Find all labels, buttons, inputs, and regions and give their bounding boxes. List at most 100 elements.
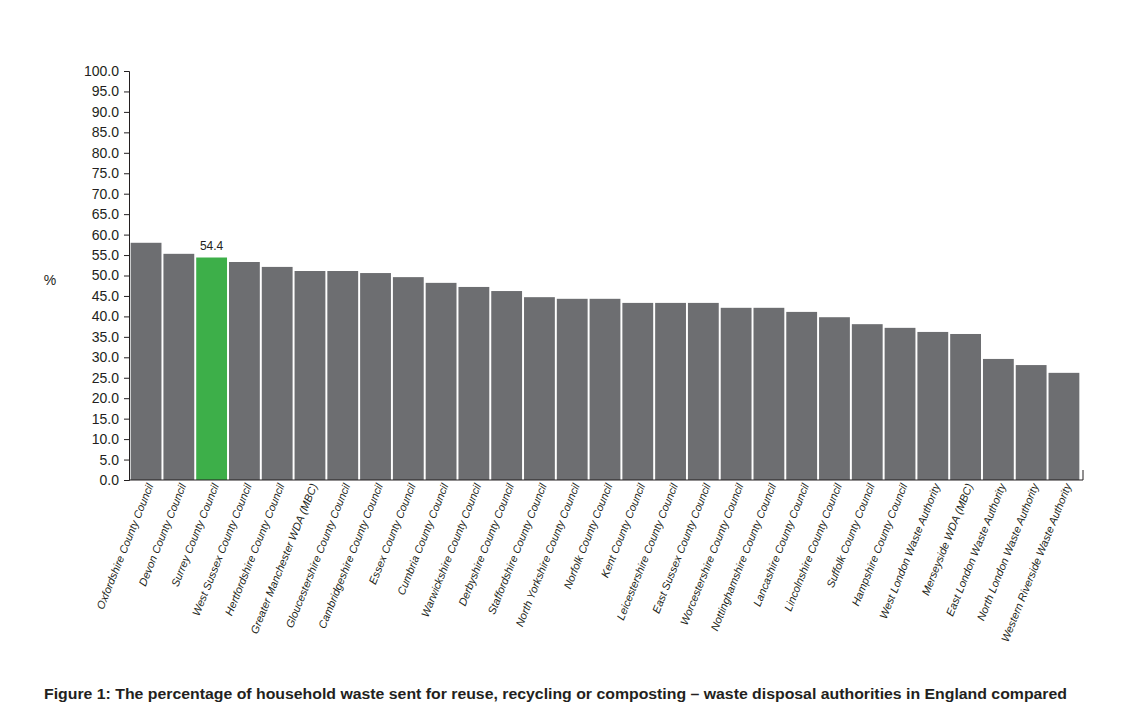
y-tick-label: 45.0 — [92, 288, 119, 304]
bar — [655, 303, 686, 480]
bar — [688, 303, 719, 480]
x-tick-label: Leicestershire County Council — [614, 481, 680, 621]
y-tick-mark — [124, 480, 129, 481]
x-tick-label: Worcestershire County Council — [678, 481, 746, 627]
x-tick: North Yorkshire County Council — [513, 480, 582, 628]
y-tick-mark — [124, 153, 129, 154]
bar — [327, 271, 358, 480]
x-tick-label: West Sussex County Council — [190, 481, 254, 617]
y-tick: 85.0 — [92, 124, 129, 140]
y-tick-mark — [124, 214, 129, 215]
bars — [131, 243, 1080, 480]
x-tick: Leicestershire County Council — [614, 480, 680, 622]
y-tick-mark — [124, 112, 129, 113]
y-tick: 60.0 — [92, 227, 129, 243]
y-tick-mark — [124, 276, 129, 277]
x-tick-label: West London Waste Authority — [877, 480, 943, 620]
y-tick-label: 60.0 — [92, 227, 119, 243]
y-tick-mark — [124, 173, 129, 174]
y-tick-label: 40.0 — [92, 308, 119, 324]
bar — [491, 291, 522, 480]
y-tick-label: 100.0 — [84, 63, 119, 79]
y-tick-label: 70.0 — [92, 186, 119, 202]
y-axis: 0.05.010.015.020.025.030.035.040.045.050… — [84, 63, 130, 488]
y-tick: 45.0 — [92, 288, 129, 304]
y-tick: 40.0 — [92, 308, 129, 324]
bar — [1049, 373, 1080, 480]
y-axis-title: % — [44, 272, 56, 288]
y-tick-label: 0.0 — [100, 472, 120, 488]
x-tick: Lincolnshire County Council — [782, 480, 844, 613]
x-tick: East London Waste Authority — [944, 480, 1009, 618]
bar — [885, 328, 916, 480]
y-tick: 100.0 — [84, 63, 129, 79]
bar — [622, 303, 653, 480]
y-tick: 20.0 — [92, 390, 129, 406]
data-labels: 54.4 — [200, 239, 224, 253]
y-tick: 55.0 — [92, 247, 129, 263]
x-tick: North London Waste Authority — [974, 480, 1041, 622]
x-tick: Cambridgeshire County Council — [316, 480, 386, 630]
y-tick-mark — [124, 337, 129, 338]
y-tick-mark — [124, 194, 129, 195]
x-tick-label: Nottinghamshire County Council — [708, 481, 778, 632]
bar — [557, 299, 588, 480]
x-tick: Gloucestershire County Council — [283, 480, 352, 630]
x-tick-label: Lincolnshire County Council — [782, 481, 844, 612]
y-tick: 80.0 — [92, 145, 129, 161]
x-tick: East Sussex County Council — [650, 480, 713, 615]
x-tick-label: East Sussex County Council — [650, 481, 713, 615]
y-tick-label: 90.0 — [92, 104, 119, 120]
bar — [590, 299, 621, 480]
x-tick: Nottinghamshire County Council — [708, 480, 778, 632]
bar — [950, 334, 981, 480]
y-tick-label: 55.0 — [92, 247, 119, 263]
y-tick-mark — [124, 439, 129, 440]
y-tick-mark — [124, 460, 129, 461]
x-tick-label: East London Waste Authority — [944, 480, 1009, 617]
bar — [196, 258, 227, 480]
bar — [983, 359, 1014, 480]
y-tick-mark — [124, 132, 129, 133]
y-tick: 65.0 — [92, 206, 129, 222]
x-tick-label: North Yorkshire County Council — [513, 481, 582, 628]
y-tick-mark — [124, 419, 129, 420]
x-tick: Greater Manchester WDA (MBC) — [248, 480, 320, 635]
y-tick: 5.0 — [100, 452, 129, 468]
y-tick: 95.0 — [92, 83, 129, 99]
y-tick-label: 25.0 — [92, 370, 119, 386]
y-tick-label: 35.0 — [92, 329, 119, 345]
bar — [262, 267, 293, 480]
background — [0, 0, 1131, 718]
y-tick: 25.0 — [92, 370, 129, 386]
y-tick-mark — [124, 357, 129, 358]
y-tick: 0.0 — [100, 472, 129, 488]
bar — [393, 277, 424, 480]
x-tick: Warwickshire County Council — [419, 480, 484, 619]
bar — [852, 324, 883, 480]
bar — [131, 243, 162, 480]
y-tick-label: 75.0 — [92, 165, 119, 181]
x-tick-label: Greater Manchester WDA (MBC) — [248, 481, 320, 635]
bar — [360, 273, 391, 480]
y-tick-label: 5.0 — [100, 452, 120, 468]
bar — [524, 297, 555, 480]
x-tick-label: Cambridgeshire County Council — [316, 481, 386, 630]
x-tick-label: North London Waste Authority — [974, 480, 1041, 622]
y-tick-mark — [124, 255, 129, 256]
x-axis-line — [129, 470, 1083, 480]
y-tick-label: 80.0 — [92, 145, 119, 161]
y-tick-label: 30.0 — [92, 349, 119, 365]
y-tick-mark — [124, 235, 129, 236]
x-tick-label: Oxfordshire County Council — [94, 481, 156, 611]
bar — [753, 308, 784, 480]
x-tick-label: Gloucestershire County Council — [283, 481, 352, 629]
y-tick-label: 85.0 — [92, 124, 119, 140]
chart: 0.05.010.015.020.025.030.035.040.045.050… — [0, 0, 1131, 718]
x-tick: Oxfordshire County Council — [94, 480, 156, 611]
data-label: 54.4 — [200, 239, 224, 253]
x-tick-label: Western Riverside Waste Authority — [999, 480, 1074, 643]
x-tick: West London Waste Authority — [877, 480, 943, 620]
x-tick: Worcestershire County Council — [678, 480, 746, 627]
y-axis-line — [124, 72, 130, 481]
